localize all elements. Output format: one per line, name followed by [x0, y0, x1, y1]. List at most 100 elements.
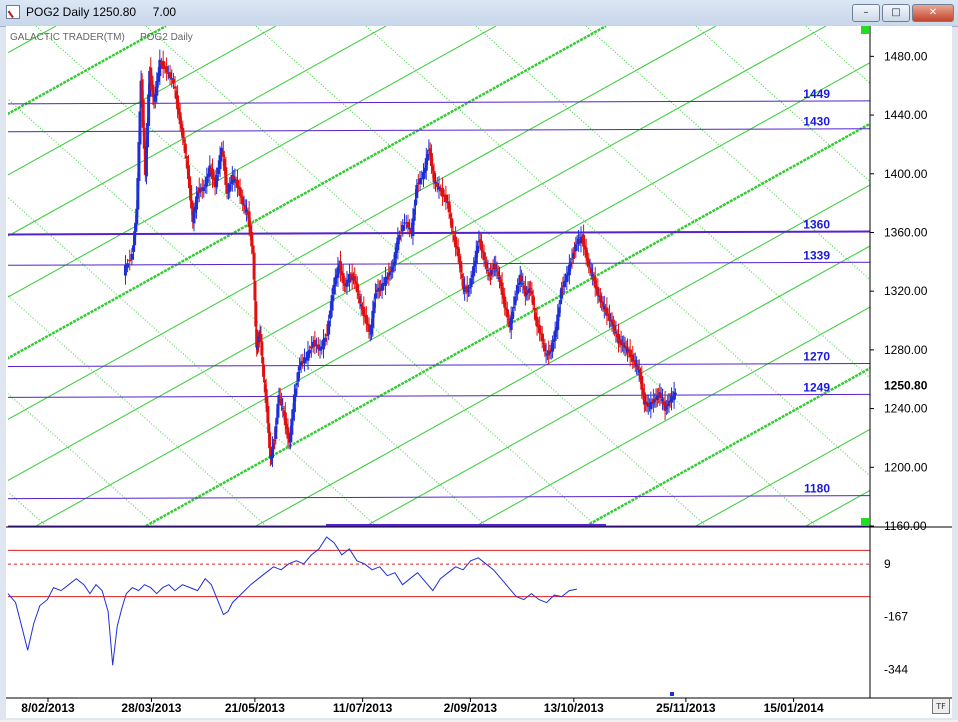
candle-body — [260, 341, 264, 356]
date-tick-label: 11/07/2013 — [333, 701, 393, 715]
candle-body — [659, 393, 663, 399]
close-button[interactable]: ✕ — [912, 4, 954, 22]
candle-body — [414, 199, 418, 206]
minimize-button[interactable]: – — [852, 4, 880, 22]
candle-body — [257, 336, 261, 342]
candle-body — [213, 178, 217, 188]
candle-body — [179, 124, 183, 129]
candle-body — [583, 245, 587, 250]
candle-body — [388, 271, 392, 276]
osc-line — [7, 536, 577, 666]
candle-body — [372, 302, 376, 314]
candle-body — [140, 79, 144, 102]
candle-body — [144, 146, 148, 177]
candle-body — [151, 84, 155, 98]
candle-body — [429, 153, 433, 166]
candle-body — [364, 314, 368, 324]
candle-body — [415, 184, 419, 199]
candle-body — [540, 333, 544, 342]
fan-line-up — [365, 245, 870, 526]
chart-area[interactable]: 1449 1430 1360 1339 1270 1249 1180 1480.00 1440… — [6, 26, 952, 718]
candle-body — [638, 371, 642, 380]
candle-body — [256, 341, 260, 344]
price-tick-label: 1360.00 — [884, 225, 928, 239]
price-candles — [123, 49, 677, 468]
level-label-1360: 1360 — [803, 217, 830, 231]
fan-line-up — [8, 26, 387, 237]
candle-body — [256, 345, 260, 350]
price-levels: 1449 1430 1360 1339 1270 1249 1180 — [7, 87, 871, 527]
candle-body — [570, 258, 574, 260]
candle-body — [481, 250, 485, 253]
candle-body — [527, 288, 531, 293]
candle-body — [336, 267, 340, 278]
candle-body — [619, 339, 623, 346]
candle-body — [476, 245, 480, 254]
candle-body — [444, 194, 448, 202]
level-label-1180: 1180 — [804, 482, 830, 496]
candle-body — [354, 281, 358, 285]
date-tick-label: 25/11/2013 — [656, 701, 716, 715]
candle-body — [137, 142, 141, 181]
fan-line-down — [35, 26, 597, 526]
candle-body — [264, 388, 268, 403]
level-line-1339 — [7, 261, 871, 266]
candle-body — [232, 175, 236, 180]
price-tick-label: 1200.00 — [884, 460, 928, 474]
candle-body — [456, 247, 460, 257]
chart-app-icon[interactable] — [6, 5, 20, 19]
candle-body — [215, 174, 219, 188]
title-symbol: POG2 Daily 1250.80 — [26, 5, 137, 19]
candle-body — [454, 236, 458, 248]
candle-body — [465, 286, 469, 293]
title-bar[interactable]: POG2 Daily 1250.80 7.00 – □ ✕ — [0, 0, 958, 27]
candle-body — [560, 287, 564, 299]
candle-body — [451, 230, 455, 234]
candle-body — [552, 339, 556, 343]
maximize-button[interactable]: □ — [882, 4, 910, 22]
candle-body — [408, 227, 412, 230]
candle-body — [576, 238, 580, 244]
gann-fan-lines — [8, 26, 870, 526]
level-label-1339: 1339 — [803, 248, 830, 262]
fan-line-up — [8, 26, 827, 482]
candle-body — [123, 265, 127, 276]
price-chart[interactable]: 1449 1430 1360 1339 1270 1249 1180 1480.00 1440… — [6, 26, 952, 718]
level-line-1249 — [7, 393, 871, 398]
candle-body — [485, 262, 489, 269]
fan-line-down — [585, 26, 870, 281]
candle-body — [253, 280, 257, 301]
candle-body — [380, 283, 384, 291]
candle-body — [135, 208, 139, 225]
candle-body — [428, 148, 432, 156]
date-tick-label: 2/09/2013 — [444, 701, 498, 715]
level-label-1430: 1430 — [803, 115, 830, 129]
fan-line-down — [8, 491, 47, 526]
candle-body — [556, 314, 560, 330]
candle-body — [411, 218, 415, 236]
level-line-1449 — [7, 100, 871, 105]
candle-body — [290, 418, 294, 435]
candle-body — [276, 403, 280, 418]
candle-body — [263, 384, 267, 393]
candle-body — [569, 262, 573, 267]
candle-body — [192, 211, 196, 224]
candle-body — [553, 330, 557, 341]
candle-body — [420, 177, 424, 179]
osc-tick-label: 9 — [884, 557, 891, 571]
candle-body — [149, 67, 153, 82]
candle-body — [155, 81, 159, 96]
candle-body — [461, 278, 465, 289]
candle-body — [472, 265, 476, 277]
candle-body — [382, 282, 386, 285]
timeframe-button[interactable]: TF — [932, 698, 950, 714]
candle-body — [510, 311, 514, 320]
fan-line-up — [8, 26, 167, 116]
candle-body — [195, 196, 199, 210]
cursor-marker — [670, 692, 674, 696]
osc-tick-label: -344 — [884, 662, 908, 676]
candle-body — [404, 222, 408, 224]
candle-body — [584, 247, 588, 258]
chart-axes: 1480.00 1440.00 1400.00 1360.00 1320.00 1280.… — [6, 26, 952, 715]
candle-body — [327, 320, 331, 335]
